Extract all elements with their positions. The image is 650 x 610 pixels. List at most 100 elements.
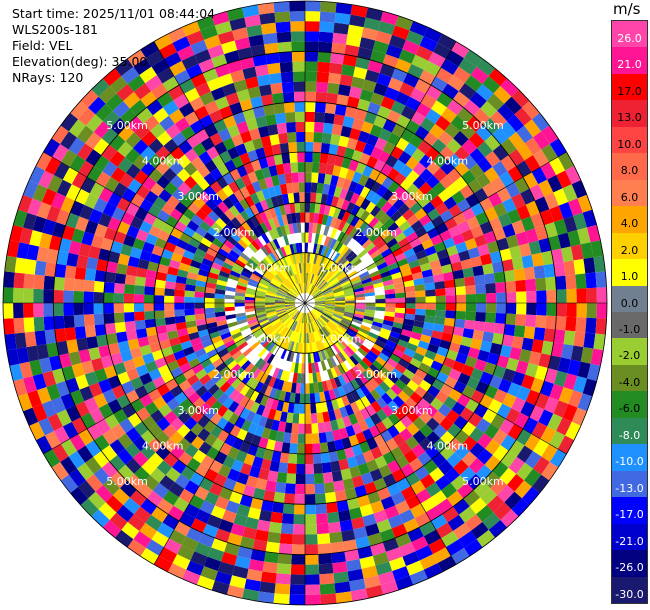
velocity-gate	[419, 437, 433, 452]
velocity-gate	[223, 356, 235, 367]
velocity-gate	[378, 331, 390, 340]
velocity-gate	[244, 293, 256, 298]
velocity-gate	[324, 293, 335, 298]
velocity-gate	[360, 274, 371, 282]
velocity-gate	[176, 269, 189, 278]
velocity-gate	[311, 433, 320, 444]
velocity-gate	[62, 421, 79, 439]
velocity-gate	[227, 446, 240, 460]
velocity-gate	[6, 348, 20, 366]
velocity-gate	[337, 209, 346, 221]
velocity-gate	[257, 2, 275, 15]
velocity-gate	[373, 433, 386, 447]
velocity-gate	[349, 323, 361, 331]
velocity-gate	[452, 91, 470, 108]
velocity-gate	[125, 427, 141, 443]
velocity-gate	[523, 266, 536, 280]
velocity-gate	[340, 336, 350, 346]
velocity-gate	[34, 330, 47, 346]
velocity-gate	[119, 418, 134, 434]
velocity-gate	[184, 503, 200, 519]
velocity-gate	[324, 295, 335, 299]
velocity-gate	[285, 295, 296, 300]
velocity-gate	[402, 323, 414, 332]
velocity-gate	[305, 192, 311, 203]
velocity-gate	[373, 286, 385, 292]
velocity-gate	[557, 435, 575, 454]
velocity-gate	[219, 105, 233, 120]
velocity-gate	[275, 307, 286, 311]
velocity-gate	[596, 287, 607, 303]
velocity-gate	[299, 393, 305, 404]
velocity-gate	[167, 27, 187, 43]
velocity-gate	[346, 381, 356, 393]
velocity-gate	[454, 146, 470, 162]
velocity-gate	[181, 536, 199, 552]
velocity-gate	[295, 303, 305, 307]
colorbar-tick: 10.0	[617, 137, 642, 151]
velocity-gate	[153, 196, 167, 210]
velocity-gate	[281, 282, 291, 291]
velocity-gate	[144, 318, 156, 329]
velocity-gate	[296, 373, 302, 384]
velocity-gate	[190, 551, 208, 567]
velocity-gate	[332, 313, 343, 320]
velocity-gate	[482, 182, 497, 198]
velocity-gate	[274, 249, 283, 260]
velocity-gate	[184, 284, 196, 292]
velocity-gate	[325, 163, 335, 175]
velocity-gate	[225, 500, 240, 514]
velocity-gate	[338, 458, 350, 471]
velocity-gate	[414, 78, 431, 94]
velocity-gate	[335, 300, 346, 303]
velocity-gate	[335, 353, 344, 365]
velocity-gate	[29, 165, 45, 185]
velocity-gate	[402, 385, 415, 398]
velocity-gate	[431, 378, 445, 391]
velocity-gate	[345, 345, 355, 356]
velocity-gate	[314, 276, 321, 286]
velocity-gate	[490, 110, 507, 128]
velocity-gate	[168, 482, 185, 498]
velocity-gate	[239, 536, 255, 550]
velocity-gate	[415, 45, 433, 61]
velocity-gate	[176, 424, 191, 438]
velocity-gate	[350, 4, 368, 18]
velocity-gate	[203, 215, 216, 227]
velocity-gate	[110, 352, 124, 366]
velocity-gate	[500, 155, 517, 172]
velocity-gate	[334, 439, 345, 451]
velocity-gate	[211, 262, 223, 271]
velocity-gate	[252, 106, 266, 119]
colorbar-cell	[612, 126, 647, 154]
velocity-gate	[453, 66, 471, 84]
velocity-gate	[309, 393, 316, 404]
velocity-gate	[502, 393, 517, 409]
velocity-gate	[192, 196, 206, 209]
velocity-gate	[355, 299, 366, 303]
velocity-gate	[87, 165, 103, 183]
velocity-gate	[186, 560, 204, 576]
velocity-gate	[184, 87, 200, 103]
velocity-gate	[506, 234, 519, 249]
velocity-gate	[330, 263, 339, 274]
velocity-gate	[32, 373, 47, 391]
velocity-gate	[254, 303, 265, 306]
velocity-gate	[595, 318, 607, 335]
velocity-gate	[323, 204, 332, 216]
velocity-gate	[305, 303, 313, 311]
velocity-gate	[195, 226, 208, 238]
velocity-gate	[317, 51, 332, 63]
velocity-gate	[465, 303, 477, 312]
velocity-gate	[102, 202, 117, 218]
velocity-gate	[415, 290, 426, 298]
velocity-gate	[123, 303, 135, 313]
velocity-gate	[359, 407, 371, 420]
velocity-gate	[531, 421, 548, 439]
velocity-gate	[203, 172, 217, 186]
velocity-gate	[313, 212, 320, 224]
velocity-gate	[305, 534, 318, 545]
velocity-gate	[293, 81, 305, 92]
velocity-gate	[305, 303, 315, 306]
velocity-gate	[307, 272, 310, 284]
